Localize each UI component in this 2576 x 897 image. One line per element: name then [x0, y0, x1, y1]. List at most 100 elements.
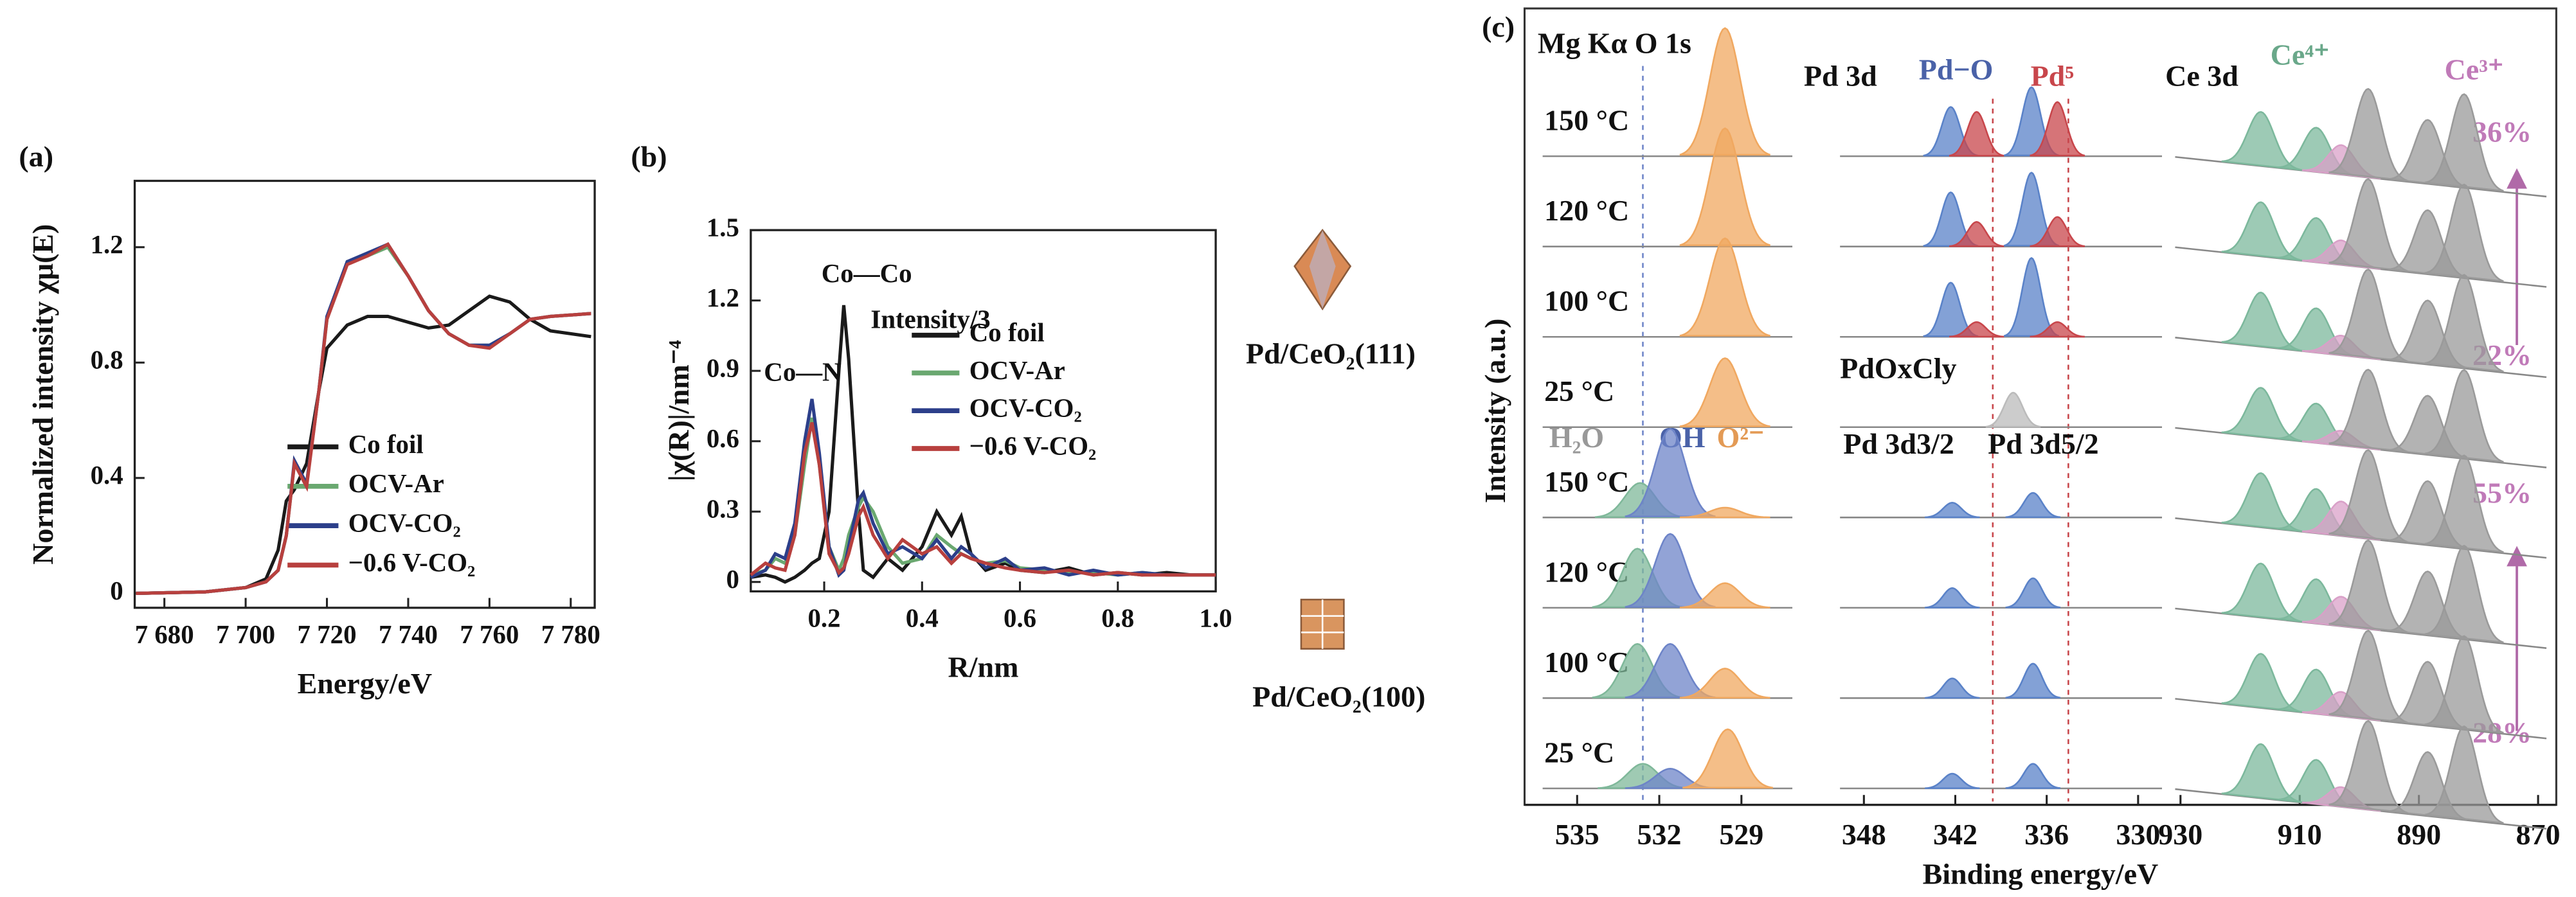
peak [1680, 358, 1770, 426]
plot-frame [135, 181, 595, 607]
peak [2222, 202, 2300, 260]
y-tick-label: 1.2 [707, 283, 739, 312]
ratio-label: 55% [2472, 477, 2532, 510]
component-label: Pd 3d5/2 [1988, 427, 2099, 460]
peak [2329, 540, 2408, 632]
header: Ce³⁺ [2445, 53, 2504, 85]
peak [2222, 292, 2300, 350]
header: Ce⁴⁺ [2271, 38, 2330, 71]
legend-label: OCV-CO₂ [348, 508, 461, 537]
row-label: 25 °C [1544, 736, 1614, 768]
x-tick-label: 342 [1933, 818, 1977, 851]
peak [2329, 721, 2408, 813]
x-axis-label: R/nm [948, 651, 1019, 684]
y-tick-label: 0 [110, 576, 123, 605]
row-label: 150 °C [1544, 104, 1629, 137]
peak [2329, 89, 2408, 181]
figure: Pd/CeO₂(111) Pd/CeO₂(100) (a) 0 0.4 0.8 1.2 7… [0, 0, 2576, 897]
structure-label: Pd/CeO₂(100) [1252, 680, 1425, 713]
x-tick-label: 910 [2278, 818, 2322, 851]
x-tick-label: 0.8 [1101, 604, 1134, 633]
panel-label: (a) [19, 140, 53, 173]
header: Pd⁵ [2031, 60, 2074, 93]
peak [1925, 774, 1979, 788]
structure-icon [1301, 599, 1344, 649]
peak [1682, 729, 1773, 788]
y-tick-label: 1.5 [707, 213, 739, 242]
legend-label: OCV-Ar [969, 356, 1065, 385]
legend-label: Co foil [348, 430, 424, 459]
y-tick-label: 0.9 [707, 354, 739, 383]
row-label: 120 °C [1544, 555, 1629, 588]
peak [1925, 502, 1979, 517]
x-tick-label: 890 [2397, 818, 2441, 851]
y-tick-label: 0.8 [91, 346, 123, 375]
y-tick-label: 0.3 [707, 495, 739, 524]
data-line [136, 247, 591, 594]
x-tick-label: 7 760 [460, 620, 519, 649]
x-tick-label: 535 [1555, 818, 1599, 851]
x-tick-label: 348 [1842, 818, 1886, 851]
x-axis-label: Energy/eV [298, 667, 432, 700]
peak [2222, 744, 2300, 802]
ratio-label: 36% [2472, 115, 2532, 148]
peak [2222, 473, 2300, 531]
x-tick-label: 7 720 [298, 620, 357, 649]
legend-label: OCV-CO₂ [969, 394, 1082, 423]
structure-icon [1295, 230, 1351, 309]
x-tick-label: 7 780 [541, 620, 600, 649]
data-line [136, 244, 591, 593]
peak [2222, 387, 2300, 440]
x-tick-label: 532 [1637, 818, 1682, 851]
row-label: 100 °C [1544, 646, 1629, 679]
x-tick-label: 1.0 [1200, 604, 1232, 633]
x-tick-label: 0.6 [1004, 604, 1036, 633]
x-tick-label: 930 [2158, 818, 2202, 851]
legend-label: −0.6 V-CO₂ [348, 548, 476, 577]
header: Pd−O [1919, 53, 1994, 85]
x-tick-label: 0.2 [807, 604, 840, 633]
peak [2329, 179, 2408, 271]
y-axis-label: Normalized intensity χμ(E) [26, 224, 59, 565]
peak [2006, 764, 2060, 788]
header: Ce 3d [2165, 60, 2238, 93]
x-tick-label: 870 [2516, 818, 2561, 851]
annotation: Co—Co [822, 259, 912, 288]
row-label: 100 °C [1544, 285, 1629, 317]
x-tick-label: 336 [2024, 818, 2069, 851]
x-tick-label: 0.4 [906, 604, 939, 633]
y-tick-label: 0 [726, 565, 739, 594]
peak [2329, 631, 2408, 723]
x-tick-label: 7 680 [135, 620, 194, 649]
x-tick-label: 529 [1719, 818, 1763, 851]
component-label: Pd 3d3/2 [1843, 427, 1954, 460]
x-tick-label: 330 [2116, 818, 2160, 851]
annotation: Intensity/3 [870, 305, 990, 334]
row-label: 120 °C [1544, 194, 1629, 227]
x-tick-label: 7 740 [379, 620, 438, 649]
y-tick-label: 0.6 [707, 424, 739, 453]
y-axis-label: |χ(R)|/nm⁻⁴ [662, 340, 695, 481]
trend-arrow [2508, 171, 2525, 731]
peak [2329, 369, 2408, 452]
structure-label: Pd/CeO₂(111) [1246, 337, 1416, 369]
panel-label: (b) [631, 140, 667, 173]
y-tick-label: 0.4 [91, 461, 123, 490]
component-label: PdOxCly [1840, 351, 1956, 384]
component-label: H₂O [1549, 421, 1604, 454]
peak [2006, 664, 2060, 698]
data-line [136, 244, 591, 593]
peak [2222, 564, 2300, 621]
row-label: 25 °C [1544, 375, 1614, 407]
peak [1986, 393, 2040, 427]
peak [1925, 679, 1979, 698]
peak [1925, 588, 1979, 607]
annotation: Co—N [764, 357, 841, 386]
x-axis-label: Binding energy/eV [1923, 858, 2159, 891]
legend-label: −0.6 V-CO₂ [969, 431, 1097, 460]
peak [2222, 112, 2300, 170]
header: Pd 3d [1804, 60, 1877, 93]
peak [2006, 493, 2060, 517]
x-tick-label: 7 700 [216, 620, 275, 649]
y-tick-label: 1.2 [91, 230, 123, 259]
